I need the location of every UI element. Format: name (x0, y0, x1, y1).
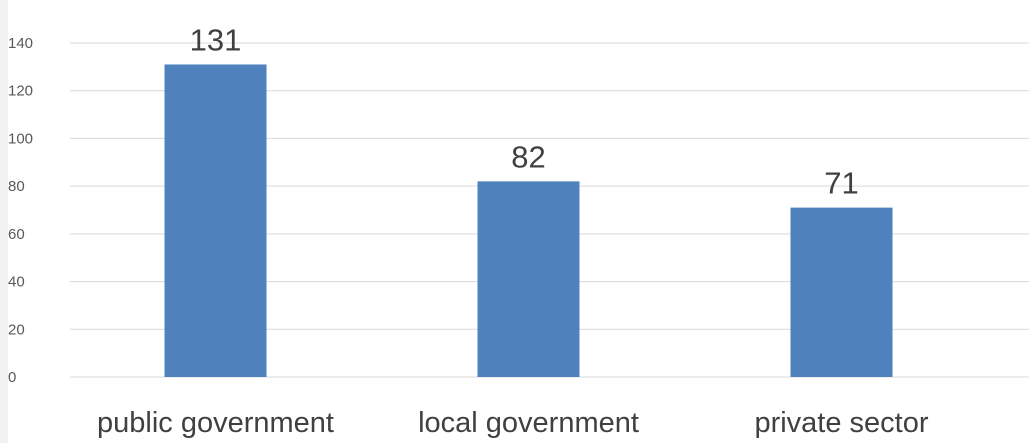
bar-chart: 0 20 40 60 80 100 120 140 131 82 71 public govern… (8, 22, 1029, 439)
y-tick-label-40: 40 (8, 274, 25, 291)
y-tick-label-20: 20 (8, 321, 25, 338)
y-tick-label-100: 100 (8, 130, 33, 147)
bar-private-sector (790, 207, 893, 377)
y-axis-ticks: 0 20 40 60 80 100 120 140 (8, 35, 33, 386)
data-label-private-sector: 71 (824, 166, 858, 201)
y-tick-label-0: 0 (8, 369, 16, 386)
data-label-public-government: 131 (190, 22, 242, 57)
y-tick-label-60: 60 (8, 226, 25, 243)
y-tick-label-140: 140 (8, 35, 33, 52)
y-tick-label-80: 80 (8, 178, 25, 195)
x-tick-label-public-government: public government (97, 407, 334, 439)
data-label-local-government: 82 (511, 139, 545, 174)
y-tick-label-120: 120 (8, 83, 33, 100)
bar-local-government (477, 181, 580, 377)
x-axis-ticks: public government local government private… (97, 407, 929, 439)
data-labels: 131 82 71 (190, 22, 859, 200)
x-tick-label-local-government: local government (418, 407, 639, 439)
chart-frame: 0 20 40 60 80 100 120 140 131 82 71 public govern… (8, 0, 1029, 443)
bar-public-government (164, 64, 267, 377)
x-tick-label-private-sector: private sector (754, 407, 928, 439)
bars (164, 64, 893, 377)
